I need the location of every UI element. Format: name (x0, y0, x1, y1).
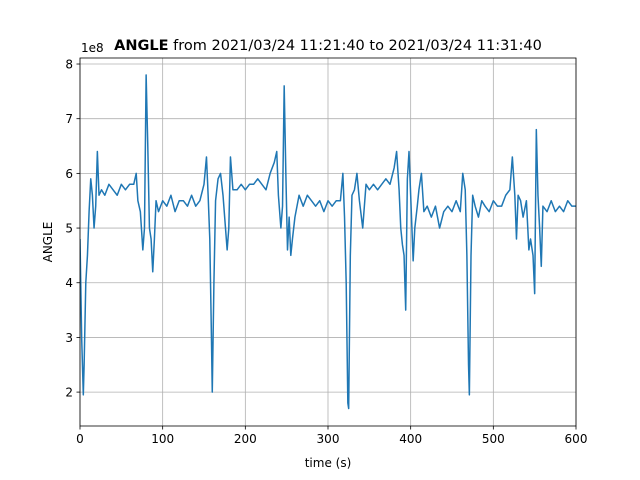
x-tick-label: 0 (76, 432, 84, 446)
y-tick-label: 8 (65, 58, 73, 72)
x-tick-label: 200 (234, 432, 257, 446)
x-tick-label: 500 (482, 432, 505, 446)
y-tick-label: 2 (65, 386, 73, 400)
x-axis-label: time (s) (305, 456, 352, 470)
y-tick-label: 5 (65, 222, 73, 236)
y-axis-label: ANGLE (41, 222, 55, 263)
y-tick-label: 3 (65, 331, 73, 345)
x-tick-label: 300 (317, 432, 340, 446)
line (80, 74, 576, 410)
chart-title: ANGLE from 2021/03/24 11:21:40 to 2021/0… (114, 38, 542, 54)
plot-frame (79, 57, 577, 427)
y-tick-label: 6 (65, 167, 73, 181)
x-tick-label: 600 (565, 432, 588, 446)
title-bold: ANGLE (114, 38, 168, 54)
title-rest: from 2021/03/24 11:21:40 to 2021/03/24 1… (173, 38, 542, 54)
offset-label: 1e8 (81, 41, 104, 55)
y-tick-label: 7 (65, 112, 73, 126)
y-tick-label: 4 (65, 276, 73, 290)
x-tick-label: 100 (151, 432, 174, 446)
x-tick-label: 400 (399, 432, 422, 446)
